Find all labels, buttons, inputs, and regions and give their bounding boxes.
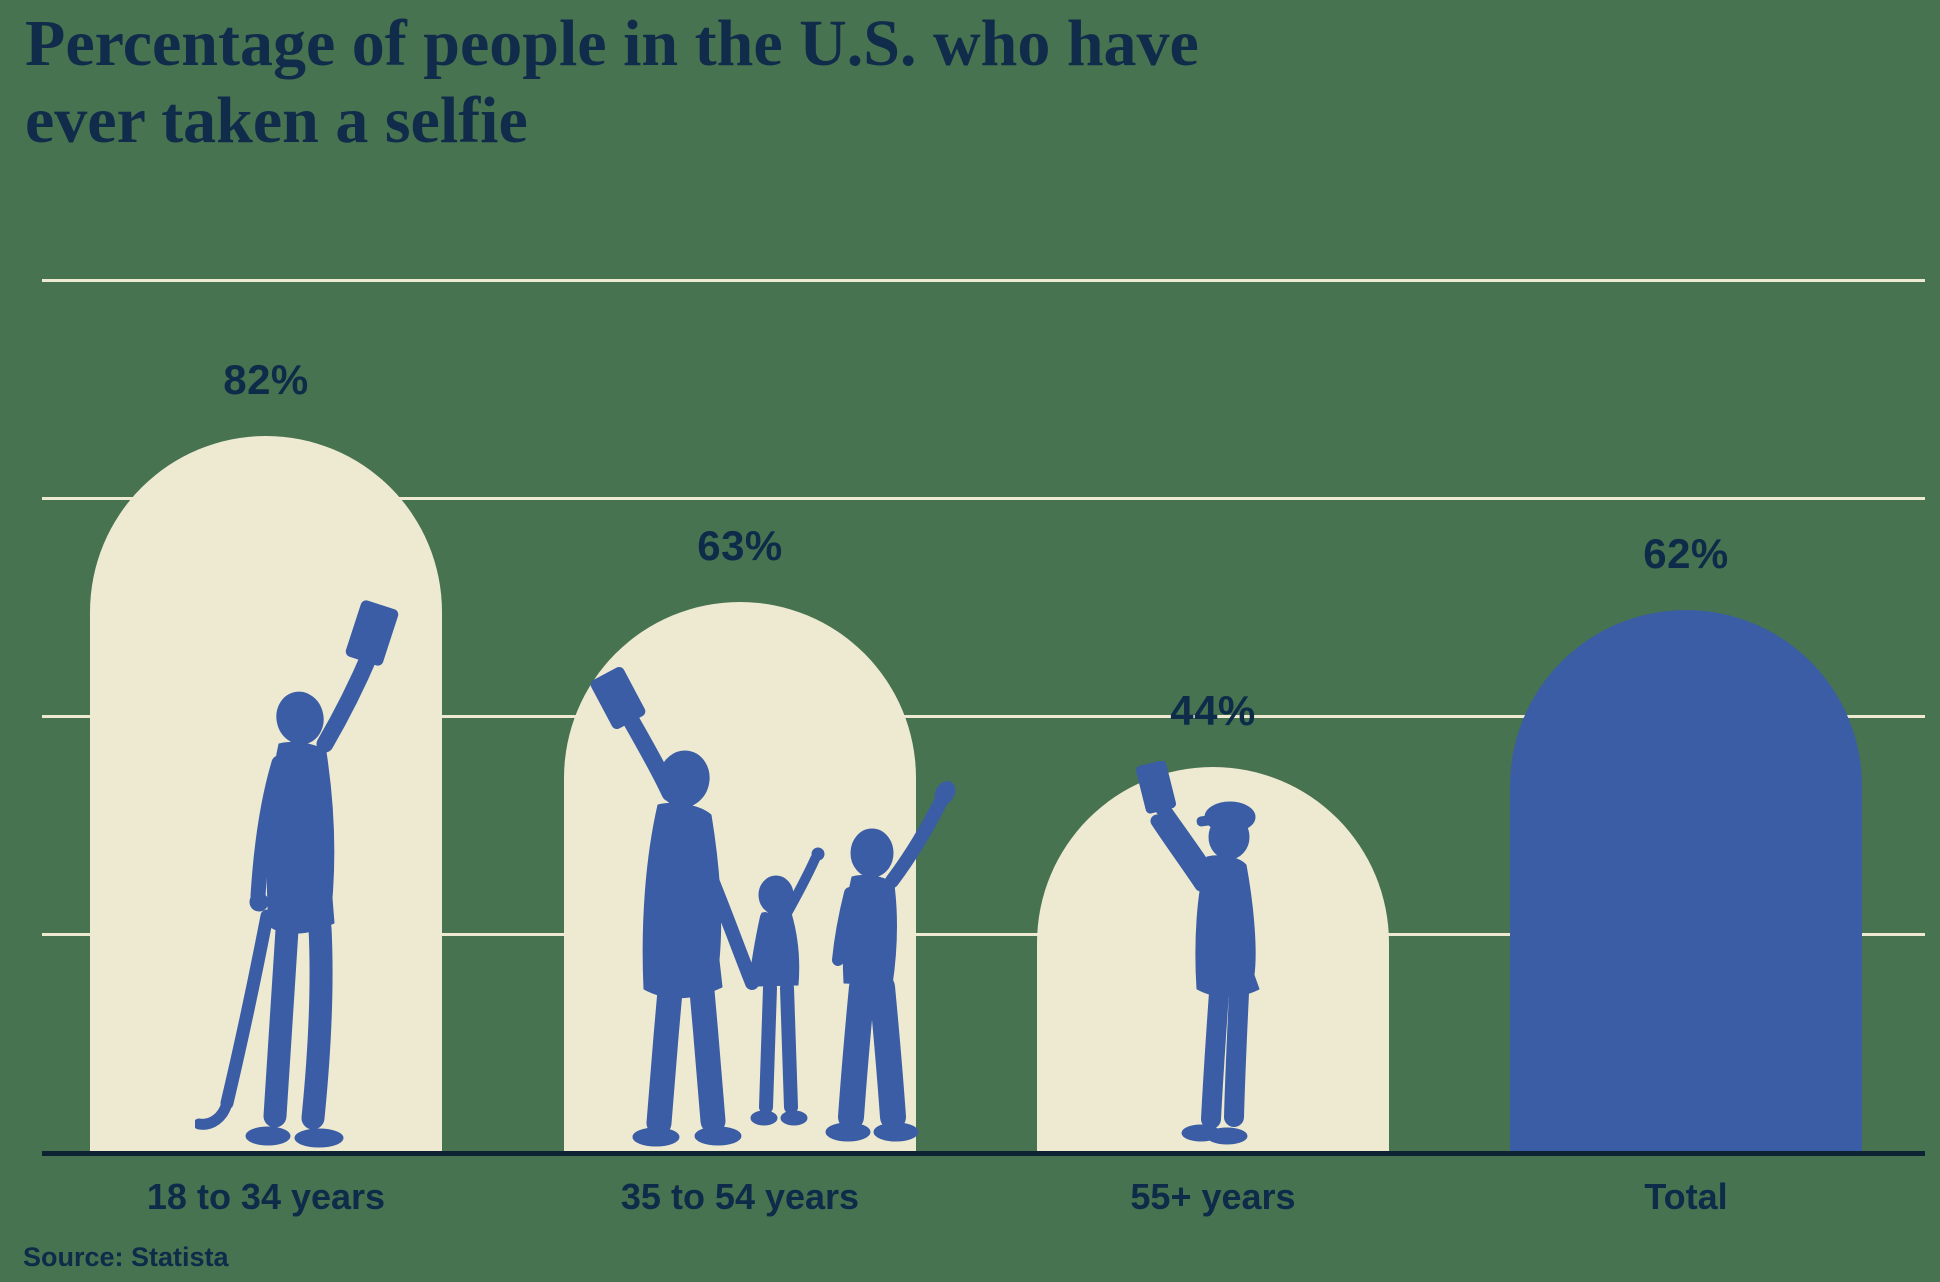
axis-label-total: Total	[1644, 1176, 1728, 1217]
selfie-family-silhouette-icon	[590, 666, 956, 1147]
page-title: Percentage of people in the U.S. who hav…	[25, 6, 1199, 159]
bar-total	[1510, 610, 1862, 1151]
selfie-skateboarder-silhouette-icon	[195, 600, 399, 1148]
value-label-total: 62%	[1643, 530, 1729, 577]
x-axis-line	[42, 1151, 1925, 1156]
bar-group-55plus: 44%	[1037, 131, 1389, 1151]
category-axis: 18 to 34 years 35 to 54 years 55+ years …	[0, 1176, 1940, 1222]
gridline-50pct	[42, 715, 1925, 718]
phone-icon	[1135, 761, 1177, 814]
bar-55plus	[1037, 761, 1389, 1151]
bar-group-35-54: 63%	[564, 131, 956, 1151]
bar-18-34	[90, 436, 442, 1151]
bar-35-54	[564, 602, 956, 1151]
bar-group-total: 62%	[1510, 131, 1862, 1151]
value-label-18-34: 82%	[223, 356, 309, 403]
selfie-older-man-silhouette-icon	[1135, 761, 1260, 1145]
value-label-55plus: 44%	[1170, 687, 1256, 734]
bar-group-18-34: 82%	[90, 131, 442, 1151]
source-note: Source: Statista	[23, 1242, 229, 1272]
axis-label-18-34: 18 to 34 years	[146, 1176, 386, 1217]
title-line-1: Percentage of people in the U.S. who hav…	[25, 7, 1199, 80]
title-line-2: ever taken a selfie	[25, 83, 528, 157]
skateboard-icon	[220, 909, 274, 1110]
gridline-75pct	[42, 497, 1925, 500]
gridline-100pct	[42, 279, 1925, 282]
axis-label-55plus: 55+ years	[1130, 1176, 1296, 1217]
gridline-25pct	[42, 933, 1925, 936]
axis-label-35-54: 35 to 54 years	[620, 1176, 860, 1217]
value-label-35-54: 63%	[697, 522, 783, 569]
